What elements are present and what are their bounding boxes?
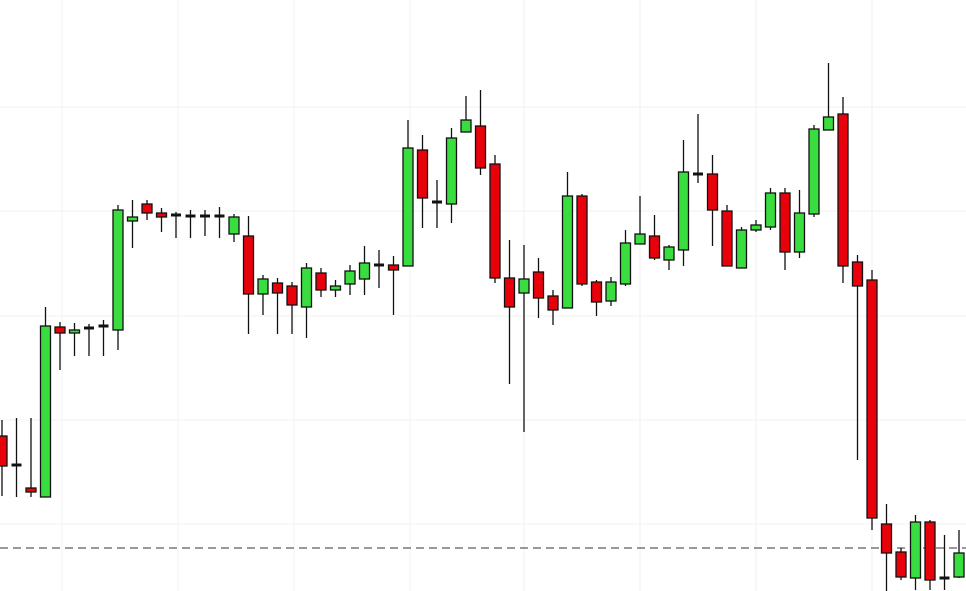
candle-body [779, 192, 791, 253]
candle-body [300, 267, 313, 308]
candle-body [344, 270, 356, 285]
candle-body [939, 576, 950, 580]
candle-body [851, 261, 864, 287]
candle-body [837, 113, 849, 267]
candle-body [663, 246, 675, 261]
candle-body [735, 229, 748, 269]
candle-body [648, 235, 661, 259]
candle-body [155, 212, 168, 218]
candle-body [793, 212, 806, 253]
candle-body [445, 137, 458, 205]
candle-body [228, 216, 240, 235]
candle-body [315, 272, 327, 291]
vertical-grid [61, 0, 873, 591]
candle-body [590, 281, 603, 303]
candle-body [677, 171, 690, 251]
candle-body [721, 210, 733, 267]
candle-body [634, 233, 646, 245]
candle-body [489, 163, 501, 279]
candle-body [895, 551, 907, 578]
candle-body [200, 214, 210, 218]
candle-body [619, 242, 632, 285]
candle-body [605, 281, 617, 302]
candle-body [503, 277, 516, 308]
candle-body [54, 326, 66, 334]
candle-body [822, 116, 835, 131]
candle-body [474, 125, 487, 169]
candle-body [460, 119, 472, 133]
candle-body [808, 128, 820, 215]
candle-body [242, 235, 255, 295]
candle-body [329, 285, 342, 291]
candle-body [84, 326, 94, 330]
candle-body [693, 172, 703, 176]
candle-body [271, 282, 284, 294]
candle-body [866, 279, 878, 519]
candle-body [924, 521, 936, 581]
candle-body [25, 487, 37, 493]
candle-body [39, 325, 52, 498]
candle-body [358, 262, 371, 280]
candle-body [432, 200, 442, 204]
candle-body [532, 271, 545, 299]
candle-body [764, 192, 777, 228]
candle-body [953, 552, 965, 578]
candle-body [880, 523, 893, 554]
candle-body [576, 195, 588, 285]
candle-body [68, 329, 81, 334]
candle-body [561, 195, 574, 309]
candle-body [126, 216, 139, 222]
candle-body [402, 147, 414, 267]
candle-body [518, 278, 530, 294]
candle-body [11, 463, 22, 467]
candle-body [416, 149, 429, 199]
candle-body [909, 521, 922, 579]
candle-body [286, 285, 298, 306]
candle-body [750, 224, 762, 231]
candle-body [112, 209, 124, 331]
candle-body [98, 324, 109, 328]
candle-body [141, 203, 153, 214]
candle-body [706, 173, 719, 211]
candle-body [387, 264, 400, 271]
candle-body [185, 214, 196, 218]
candle-body [257, 278, 269, 295]
candle-body [214, 214, 225, 218]
candle-body [171, 213, 181, 217]
candle-body [374, 263, 384, 267]
candle-body [0, 435, 8, 467]
candle-body [547, 295, 559, 311]
